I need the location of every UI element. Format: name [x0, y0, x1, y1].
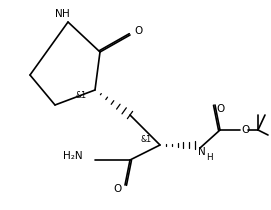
Text: O: O: [216, 104, 224, 114]
Text: &1: &1: [75, 91, 86, 100]
Text: H: H: [206, 152, 212, 161]
Text: H: H: [62, 9, 70, 19]
Text: O: O: [113, 184, 121, 194]
Text: H₂N: H₂N: [63, 151, 83, 161]
Text: N: N: [198, 147, 206, 157]
Text: &1: &1: [140, 135, 151, 144]
Text: O: O: [241, 125, 249, 135]
Text: N: N: [55, 9, 63, 19]
Text: O: O: [134, 26, 142, 36]
